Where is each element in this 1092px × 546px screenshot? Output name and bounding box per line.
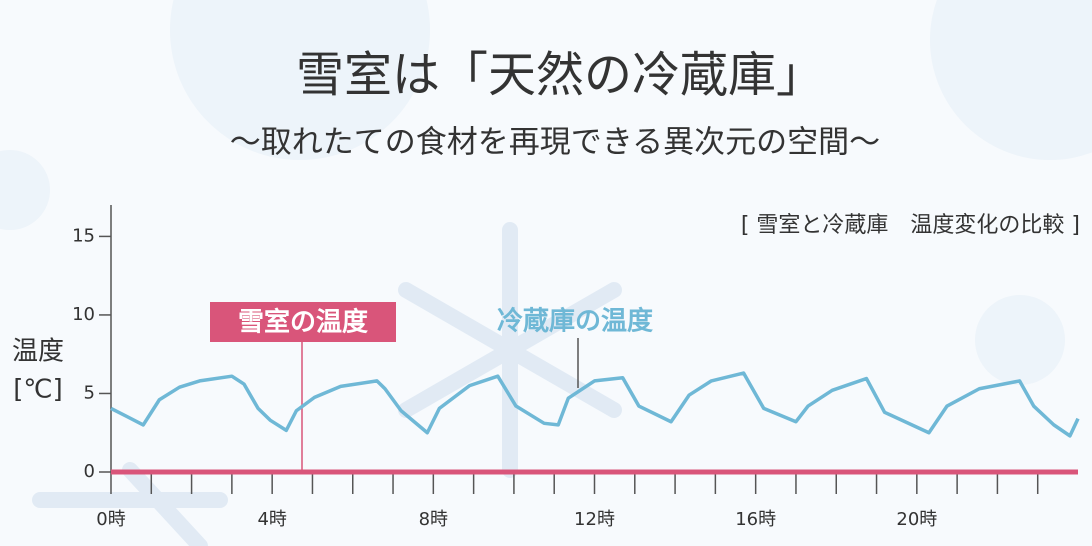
x-tick-label: 0時 xyxy=(96,509,125,530)
x-tick-label: 16時 xyxy=(735,509,776,530)
title: 雪室は「天然の冷蔵庫」 xyxy=(296,47,824,103)
y-tick-label: 10 xyxy=(72,304,95,325)
y-tick-label: 0 xyxy=(84,461,95,482)
x-tick-label: 4時 xyxy=(257,509,286,530)
series-label: 雪室の温度 xyxy=(238,307,368,338)
x-tick-label: 8時 xyxy=(419,509,448,530)
x-tick-label: 12時 xyxy=(574,509,615,530)
series-line xyxy=(110,371,1080,438)
series-label: 冷蔵庫の温度 xyxy=(497,306,653,337)
y-tick-label: 15 xyxy=(72,225,95,246)
subtitle: ～取れたての食材を再現できる異次元の空間～ xyxy=(230,125,880,161)
y-axis-unit: [℃] xyxy=(13,375,63,405)
x-tick-label: 20時 xyxy=(896,509,937,530)
series-label-box xyxy=(210,302,396,342)
y-tick-label: 5 xyxy=(84,382,95,403)
chart-caption: [ 雪室と冷蔵庫 温度変化の比較 ] xyxy=(741,213,1080,238)
y-axis-label: 温度 xyxy=(12,337,64,367)
